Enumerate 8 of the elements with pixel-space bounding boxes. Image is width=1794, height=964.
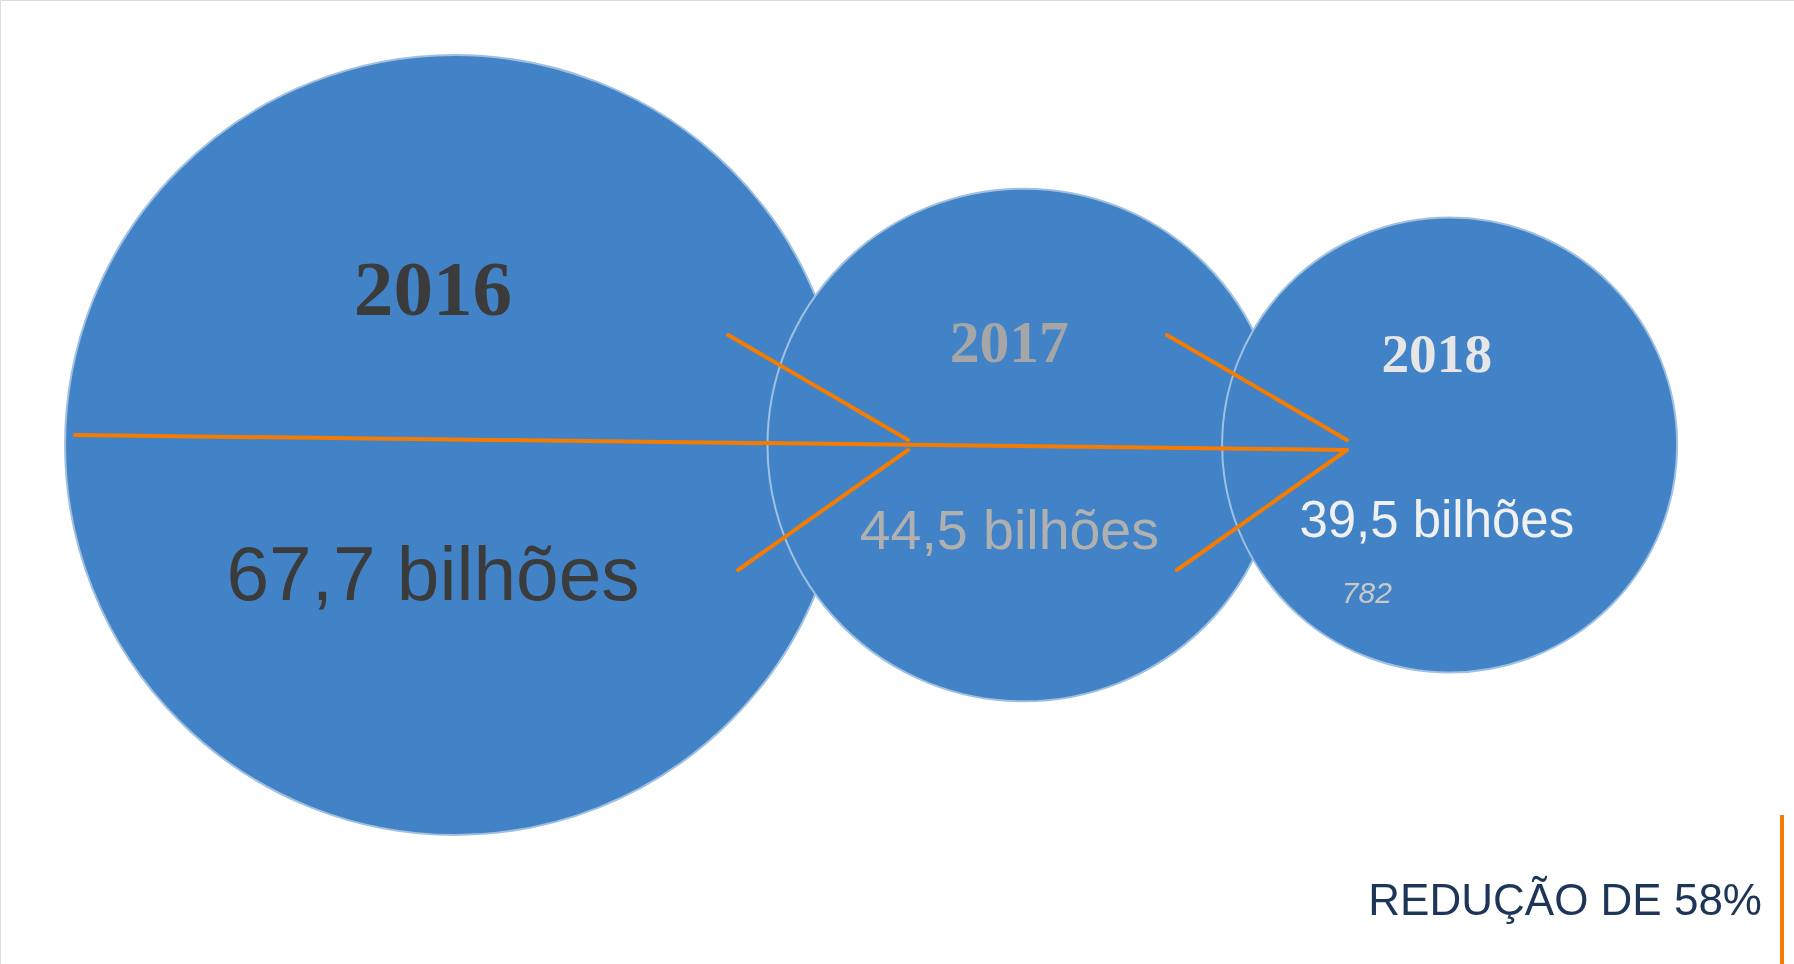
data-label: 44,5 bilhões	[859, 498, 1159, 561]
data-label: 39,5 bilhões	[1299, 491, 1575, 549]
category-label: 2016	[353, 244, 513, 332]
category-label: 2018	[1381, 323, 1493, 385]
data-label: 67,7 bilhões	[226, 531, 640, 616]
text: REDUÇÃO DE 58%	[1368, 875, 1762, 924]
category-label: 2017	[949, 308, 1069, 375]
text: 782	[1341, 575, 1393, 609]
